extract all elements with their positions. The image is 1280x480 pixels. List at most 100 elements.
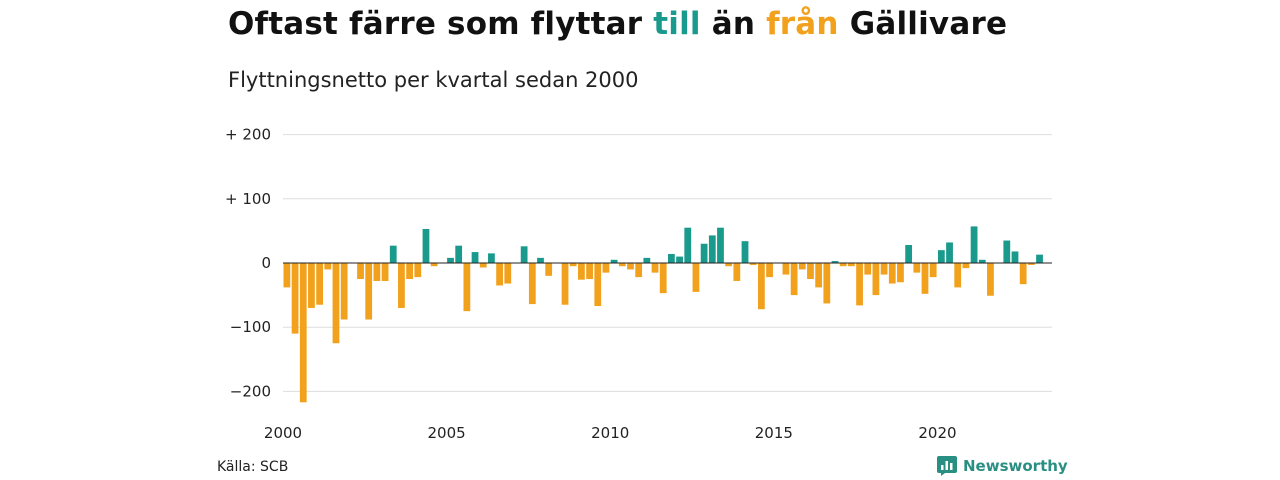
- bar: [594, 263, 602, 307]
- bar: [708, 235, 716, 263]
- bar: [684, 227, 692, 263]
- bar: [627, 263, 634, 270]
- bar: [872, 263, 880, 296]
- bar: [299, 263, 307, 403]
- bar: [766, 263, 773, 278]
- bar: [414, 263, 422, 278]
- bar: [586, 263, 593, 280]
- bar: [651, 263, 659, 273]
- bar: [839, 263, 847, 267]
- bar: [430, 263, 438, 267]
- bar: [831, 261, 839, 263]
- bar: [954, 263, 962, 288]
- bar: [741, 241, 749, 263]
- title-positive-word: till: [653, 6, 701, 42]
- bar: [880, 263, 888, 275]
- bar: [561, 263, 569, 305]
- bar: [365, 263, 373, 320]
- bar: [946, 242, 953, 263]
- y-tick-label: −200: [230, 382, 271, 400]
- x-tick-label: 2000: [264, 424, 302, 442]
- bar: [496, 263, 503, 286]
- bar: [970, 226, 978, 263]
- bar: [937, 250, 945, 263]
- bar: [455, 245, 463, 263]
- bar: [717, 227, 724, 263]
- bar: [692, 263, 700, 292]
- chart-title: Oftast färre som flyttar till än från Gä…: [228, 6, 1007, 42]
- bar: [856, 263, 863, 306]
- y-tick-label: + 200: [225, 126, 271, 144]
- bar: [847, 263, 855, 267]
- bar: [897, 263, 904, 283]
- brand-logo[interactable]: Newsworthy: [937, 456, 1068, 476]
- title-negative-word: från: [766, 6, 839, 42]
- bar: [1019, 263, 1027, 285]
- bar: [528, 263, 536, 305]
- bar: [905, 245, 913, 263]
- bar: [643, 257, 651, 263]
- bar: [324, 263, 332, 270]
- bar: [668, 254, 675, 263]
- bar: [332, 263, 340, 344]
- bar: [1036, 254, 1043, 263]
- bar: [340, 263, 348, 320]
- bar: [987, 263, 994, 296]
- bar: [357, 263, 364, 280]
- bar: [447, 257, 454, 263]
- bar: [823, 263, 831, 304]
- bar: [610, 259, 618, 263]
- bar: [545, 263, 553, 276]
- bar: [1011, 251, 1019, 263]
- bar: [389, 245, 397, 263]
- bar: [921, 263, 929, 294]
- y-tick-label: 0: [261, 254, 271, 272]
- bar: [520, 246, 528, 263]
- x-tick-label: 2020: [918, 424, 956, 442]
- bar: [659, 263, 667, 294]
- bar: [676, 256, 683, 263]
- bar: [798, 263, 806, 270]
- title-part-3: Gällivare: [838, 6, 1008, 42]
- bar: [733, 263, 741, 281]
- bar: [725, 263, 733, 267]
- chart-subtitle: Flyttningsnetto per kvartal sedan 2000: [228, 68, 639, 92]
- bar: [537, 257, 544, 263]
- bar: [962, 263, 970, 269]
- bar: [618, 263, 626, 267]
- bar: [864, 263, 872, 275]
- bar: [471, 252, 479, 263]
- bar: [1003, 240, 1011, 263]
- bar: [790, 263, 798, 296]
- bar: [283, 263, 291, 288]
- bar: [488, 253, 495, 263]
- bar: [602, 263, 610, 273]
- bar: [1027, 263, 1035, 265]
- bar: [291, 263, 299, 334]
- title-part-2: än: [700, 6, 767, 42]
- y-tick-label: −100: [230, 318, 271, 336]
- brand-name: Newsworthy: [963, 457, 1068, 475]
- bar: [479, 263, 487, 268]
- bar: [815, 263, 823, 288]
- bar: [504, 263, 512, 284]
- bar: [700, 243, 708, 263]
- bar: [929, 263, 937, 278]
- bar: [373, 263, 381, 281]
- x-tick-label: 2010: [591, 424, 629, 442]
- newsworthy-logo-icon: [937, 456, 957, 476]
- bar: [757, 263, 765, 310]
- bar: [398, 263, 405, 308]
- bar: [381, 263, 389, 281]
- x-tick-label: 2015: [755, 424, 793, 442]
- bar: [316, 263, 324, 305]
- source-label: Källa: SCB: [217, 459, 289, 475]
- bar: [807, 263, 814, 280]
- bar: [569, 263, 577, 267]
- bar: [635, 263, 643, 278]
- y-tick-label: + 100: [225, 190, 271, 208]
- bar: [978, 259, 986, 263]
- bar: [888, 263, 896, 284]
- title-part-1: Oftast färre som flyttar: [228, 6, 654, 42]
